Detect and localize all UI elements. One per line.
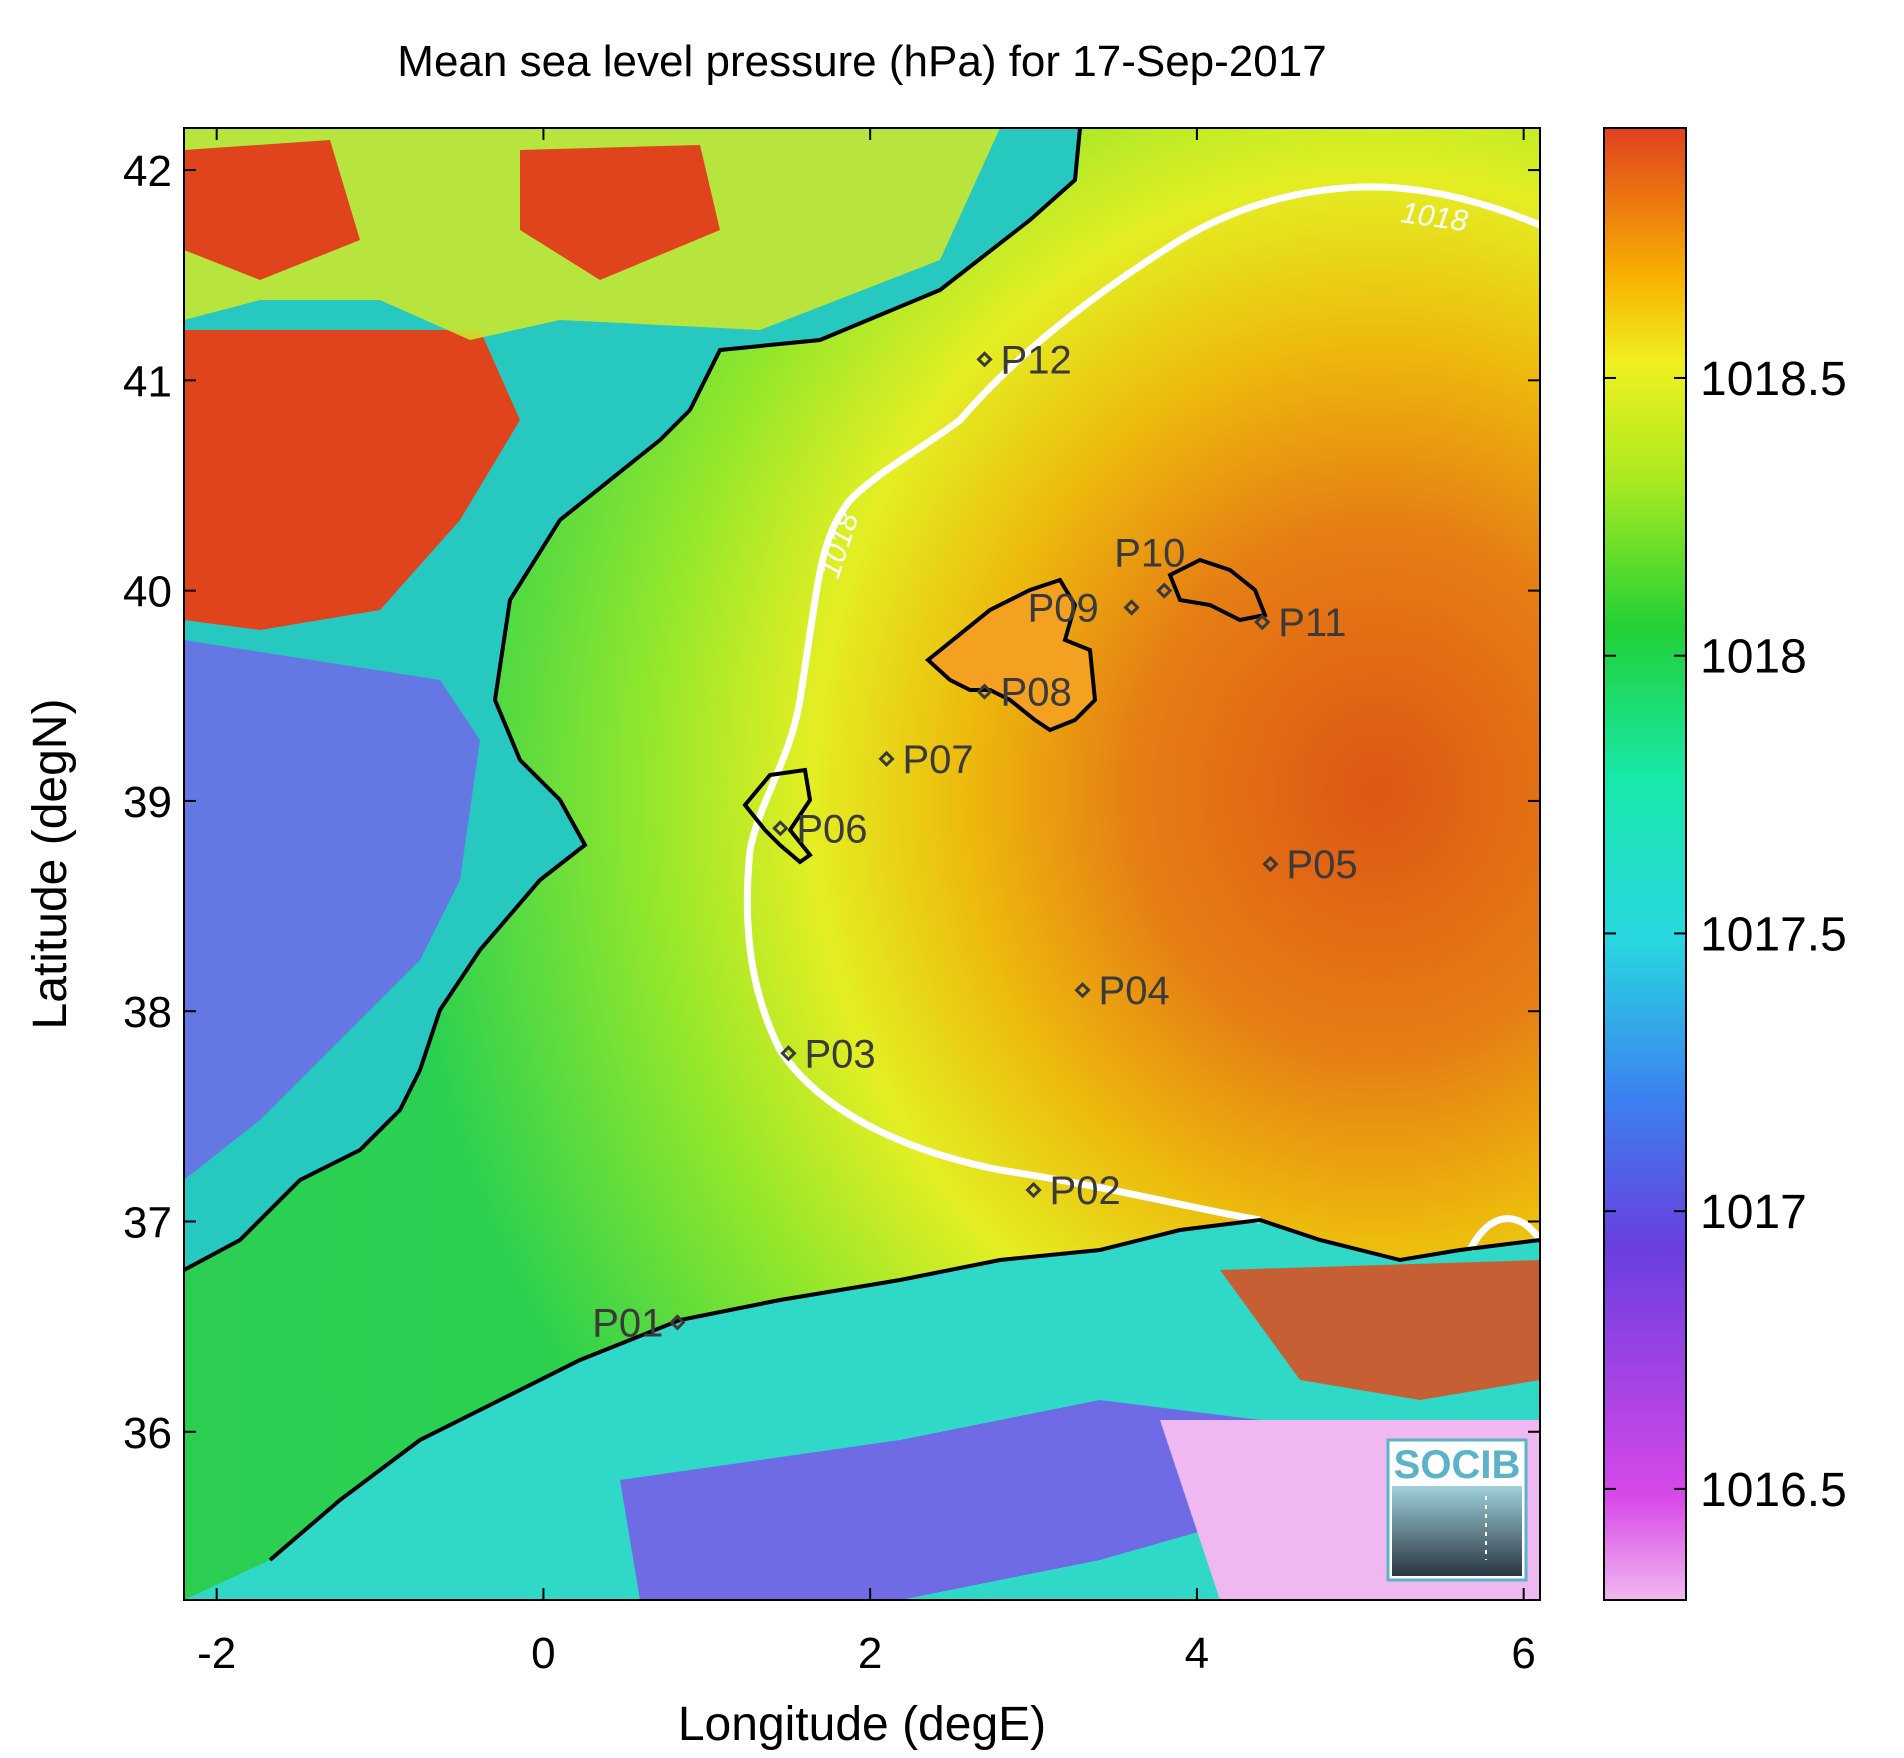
x-tick-label: 0	[531, 1629, 555, 1678]
x-tick-label: 2	[858, 1629, 882, 1678]
x-tick-label: 4	[1185, 1629, 1209, 1678]
y-tick-label: 40	[123, 568, 172, 617]
station-marker	[976, 351, 993, 368]
socib-logo: SOCIB	[1386, 1438, 1528, 1582]
station-marker	[1123, 599, 1140, 616]
chart-title: Mean sea level pressure (hPa) for 17-Sep…	[397, 37, 1326, 86]
station-label: P09	[1028, 586, 1099, 630]
map-plot-area	[184, 128, 1540, 1600]
colorbar-tick-label: 1017	[1700, 1186, 1807, 1239]
y-tick-label: 37	[123, 1198, 172, 1247]
colorbar-tick-label: 1017.5	[1700, 908, 1847, 961]
ibiza-coastline	[742, 767, 813, 865]
socib-logo-text: SOCIB	[1394, 1443, 1521, 1487]
x-tick-label: -2	[197, 1629, 236, 1678]
contour-1018	[743, 183, 1543, 1252]
station-marker	[780, 1045, 797, 1062]
station-marker	[976, 683, 993, 700]
africa-red-patches	[1220, 1260, 1540, 1400]
x-axis: -2 0 2 4 6	[197, 128, 1536, 1678]
station-label: P01	[592, 1301, 663, 1345]
y-tick-label: 42	[123, 147, 172, 196]
station-label: P08	[1001, 671, 1072, 715]
station-marker	[1262, 855, 1279, 873]
mallorca-fill	[928, 580, 1095, 730]
station-marker	[669, 1314, 686, 1331]
y-axis-label: Latitude (degN)	[24, 699, 77, 1030]
africa-purple-region	[620, 1400, 1260, 1600]
station-label: P03	[804, 1032, 875, 1076]
station-label: P05	[1286, 843, 1357, 887]
station-label: P10	[1114, 532, 1185, 576]
station-label: P06	[796, 807, 867, 851]
africa-coastline	[268, 1217, 1541, 1562]
colorbar-ticks: 1016.5 1017 1017.5 1018 1018.5	[1604, 353, 1847, 1517]
colorbar-tick-label: 1018.5	[1700, 353, 1847, 406]
colorbar	[1603, 127, 1687, 1601]
x-axis-label: Longitude (degE)	[678, 1698, 1046, 1751]
station-label: P12	[1001, 338, 1072, 382]
y-tick-label: 41	[123, 357, 172, 406]
station-marker	[772, 820, 789, 837]
station-marker	[1254, 614, 1271, 631]
station-label: P11	[1278, 601, 1346, 645]
plot-frame	[183, 127, 1541, 1601]
y-axis: 36 37 38 39 40 41 42	[123, 147, 1540, 1458]
station-marker	[1156, 582, 1173, 599]
land-purple-region	[184, 640, 480, 1180]
colorbar-tick-label: 1016.5	[1700, 1464, 1847, 1517]
station-label: P04	[1099, 969, 1170, 1013]
menorca-coastline	[1167, 557, 1268, 623]
land-red-region	[184, 330, 520, 630]
y-tick-label: 39	[123, 778, 172, 827]
x-tick-label: 6	[1511, 1629, 1535, 1678]
station-marker	[1074, 982, 1091, 999]
y-tick-label: 38	[123, 988, 172, 1037]
station-label: P02	[1050, 1169, 1121, 1213]
colorbar-tick-label: 1018	[1700, 631, 1807, 684]
station-marker	[878, 750, 895, 767]
land-red-patches	[184, 140, 720, 280]
station-marker	[1025, 1181, 1042, 1199]
station-label: P07	[903, 738, 974, 782]
stations-layer: P01 P02 P03 P04 P05 P06 P07 P08 P09 P10 P11 P12	[592, 338, 1357, 1345]
y-tick-label: 36	[123, 1409, 172, 1458]
iberia-coastline	[183, 127, 1082, 1272]
